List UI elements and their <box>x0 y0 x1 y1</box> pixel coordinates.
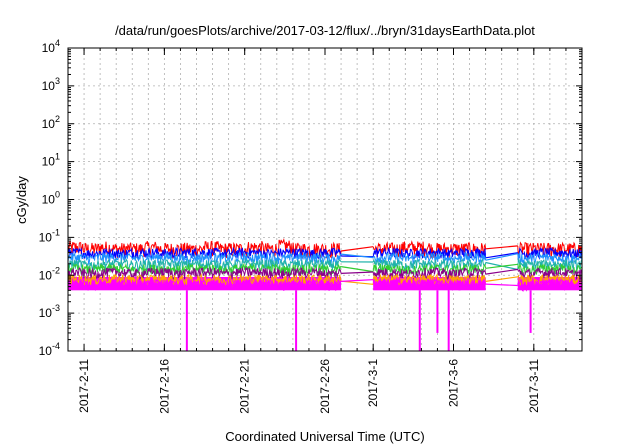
y-axis-label: cGy/day <box>14 176 29 224</box>
data-series <box>67 238 583 351</box>
y-tick-label: 100 <box>42 190 60 207</box>
gap-connector <box>341 280 374 285</box>
series-line <box>372 240 487 259</box>
x-tick-label: 2017-3-11 <box>527 359 541 413</box>
x-tick-label: 2017-3-6 <box>447 359 461 407</box>
series-line <box>67 251 342 266</box>
series-line <box>372 251 487 265</box>
series-line <box>372 278 487 291</box>
y-tick-label: 10-1 <box>39 227 60 244</box>
x-tick-label: 2017-2-21 <box>238 359 252 414</box>
y-tick-label: 102 <box>42 114 60 131</box>
y-tick-label: 103 <box>42 76 60 93</box>
gap-connector <box>485 253 518 261</box>
gap-connector <box>341 266 374 273</box>
y-tick-label: 10-3 <box>39 303 60 320</box>
series-line <box>67 238 342 260</box>
grid-lines <box>68 48 582 351</box>
gap-connector <box>485 252 518 259</box>
series-line <box>67 273 342 287</box>
y-tick-label: 101 <box>42 152 60 169</box>
chart-title: /data/run/goesPlots/archive/2017-03-12/f… <box>115 23 535 38</box>
x-axis-ticks: 2017-2-11 2017-2-16 2017-2-21 2017-2-26 2017… <box>77 48 567 414</box>
gap-connector <box>485 283 518 287</box>
gap-connector <box>341 271 374 274</box>
gap-connector <box>341 246 374 252</box>
gap-connector <box>485 263 518 269</box>
series-line <box>517 278 583 292</box>
series-line <box>372 258 487 271</box>
y-tick-label: 10-2 <box>39 265 60 282</box>
series-line <box>372 273 487 287</box>
gap-connector <box>485 268 518 275</box>
y-tick-label: 104 <box>42 38 60 55</box>
x-tick-label: 2017-3-1 <box>366 359 380 407</box>
x-tick-label: 2017-2-16 <box>157 359 171 414</box>
x-tick-label: 2017-2-11 <box>77 359 91 413</box>
gap-connector <box>341 253 374 259</box>
series-line <box>517 259 583 271</box>
series-line <box>67 266 342 281</box>
gap-connector <box>341 279 374 282</box>
x-tick-label: 2017-2-26 <box>318 359 332 414</box>
gap-connector <box>485 245 518 250</box>
series-line <box>372 263 487 277</box>
series-line <box>67 277 342 292</box>
y-axis-ticks: 10-4 10-3 10-2 10-1 100 101 102 103 104 <box>39 38 582 358</box>
x-axis-label: Coordinated Universal Time (UTC) <box>225 429 424 444</box>
series-line <box>517 274 583 286</box>
series-line <box>517 266 583 281</box>
y-tick-label: 10-4 <box>39 341 60 358</box>
gap-connector <box>485 276 518 282</box>
